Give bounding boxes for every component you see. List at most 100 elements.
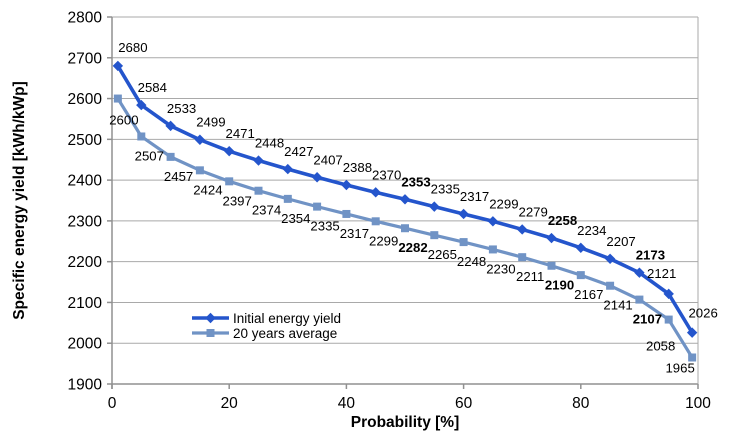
initial-point-marker xyxy=(458,208,469,220)
average-point-marker xyxy=(547,261,556,270)
legend-label: Initial energy yield xyxy=(233,311,341,326)
data-label: 2141 xyxy=(603,298,632,313)
initial-point-marker xyxy=(575,242,586,254)
data-label: 2299 xyxy=(369,233,398,248)
y-axis-title: Specific energy yield [kWh/kWp] xyxy=(11,81,28,320)
data-label: 2317 xyxy=(460,189,489,204)
average-point-marker xyxy=(166,152,175,161)
average-point-marker xyxy=(576,271,585,280)
legend-marker xyxy=(205,312,216,324)
x-tick-label: 60 xyxy=(455,395,473,412)
y-tick-label: 2500 xyxy=(68,132,103,149)
average-point-marker xyxy=(137,132,146,141)
data-label: 2397 xyxy=(223,193,252,208)
average-point-marker xyxy=(342,209,351,218)
data-label: 2173 xyxy=(636,248,665,263)
data-label: 2584 xyxy=(138,80,167,95)
initial-point-marker xyxy=(487,216,499,227)
average-point-marker xyxy=(606,281,615,290)
data-label: 2600 xyxy=(109,113,138,128)
initial-point-marker xyxy=(112,60,124,72)
data-label: 2507 xyxy=(135,148,164,163)
initial-point-marker xyxy=(341,179,352,191)
initial-point-marker xyxy=(165,120,176,132)
data-label: 2279 xyxy=(519,204,548,219)
data-label: 2407 xyxy=(313,152,342,167)
average-point-marker xyxy=(488,245,497,254)
initial-point-marker xyxy=(282,163,293,175)
initial-point-marker xyxy=(370,187,381,198)
data-label: 2499 xyxy=(196,115,225,130)
average-point-marker xyxy=(635,295,644,304)
data-label: 2354 xyxy=(281,211,310,226)
data-label: 2107 xyxy=(633,312,662,327)
initial-point-marker xyxy=(253,155,264,166)
initial-point-marker xyxy=(399,194,411,205)
y-tick-label: 2100 xyxy=(68,295,103,312)
average-point-marker xyxy=(283,194,292,203)
average-point-marker xyxy=(518,253,527,262)
initial-point-marker xyxy=(517,224,528,235)
data-label: 2471 xyxy=(226,126,255,141)
data-label: 2121 xyxy=(647,266,676,281)
average-point-marker xyxy=(688,353,697,362)
y-tick-label: 2400 xyxy=(68,173,103,190)
average-point-marker xyxy=(225,177,234,186)
initial-point-marker xyxy=(136,99,147,111)
data-label: 2211 xyxy=(516,269,544,284)
data-label: 2335 xyxy=(310,219,339,234)
x-tick-label: 0 xyxy=(108,395,117,412)
y-tick-label: 2800 xyxy=(68,10,103,27)
data-label: 2234 xyxy=(577,223,606,238)
data-label: 2374 xyxy=(252,203,281,218)
initial-point-marker xyxy=(546,232,557,244)
data-label: 2353 xyxy=(401,174,430,189)
data-label: 2230 xyxy=(486,261,515,276)
data-label: 2248 xyxy=(457,254,486,269)
average-point-marker xyxy=(664,315,673,324)
data-label: 2317 xyxy=(340,226,369,241)
data-label: 2258 xyxy=(548,213,577,228)
average-point-marker xyxy=(430,231,439,240)
y-tick-label: 2000 xyxy=(68,336,103,353)
data-label: 2265 xyxy=(428,247,457,262)
data-label: 2533 xyxy=(167,101,196,116)
initial-point-marker xyxy=(663,288,674,300)
x-tick-label: 80 xyxy=(572,395,590,412)
data-label: 2190 xyxy=(545,278,574,293)
data-label: 2388 xyxy=(343,160,372,175)
average-point-marker xyxy=(313,202,322,211)
data-label: 2424 xyxy=(193,182,222,197)
legend-label: 20 years average xyxy=(233,326,337,341)
y-tick-label: 2300 xyxy=(68,213,103,230)
initial-point-marker xyxy=(311,172,323,183)
data-label: 2370 xyxy=(372,167,401,182)
average-point-marker xyxy=(195,166,204,175)
data-label: 1965 xyxy=(665,360,694,375)
legend-marker xyxy=(206,329,215,337)
data-label: 2026 xyxy=(688,306,717,321)
initial-point-marker xyxy=(686,327,698,338)
average-point-marker xyxy=(459,238,468,247)
average-point-marker xyxy=(113,94,122,103)
initial-point-marker xyxy=(429,201,440,212)
y-tick-label: 2700 xyxy=(68,50,103,67)
x-tick-label: 20 xyxy=(221,395,239,412)
data-label: 2058 xyxy=(646,339,675,354)
data-label: 2680 xyxy=(118,40,147,55)
data-label: 2448 xyxy=(255,136,284,151)
initial-point-marker xyxy=(634,267,645,278)
data-label: 2282 xyxy=(398,240,427,255)
data-label: 2207 xyxy=(606,234,635,249)
x-tick-label: 40 xyxy=(338,395,356,412)
data-label: 2299 xyxy=(489,196,518,211)
data-label: 2167 xyxy=(574,287,603,302)
y-tick-label: 2200 xyxy=(68,254,103,271)
data-label: 2335 xyxy=(431,182,460,197)
x-axis-title: Probability [%] xyxy=(351,414,460,431)
initial-point-marker xyxy=(604,253,616,265)
average-point-marker xyxy=(371,217,380,226)
data-label: 2427 xyxy=(284,144,313,159)
